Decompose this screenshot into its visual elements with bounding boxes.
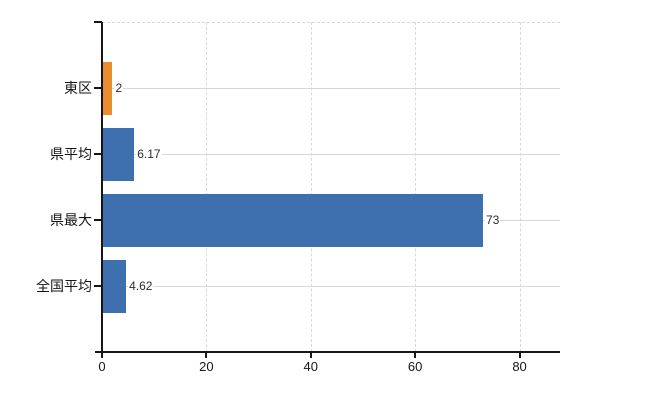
gridline-vertical [415, 22, 417, 352]
category-label: 県平均 [50, 146, 92, 162]
bar [102, 127, 135, 181]
x-tick-label: 0 [98, 359, 106, 374]
y-tick [94, 87, 102, 89]
x-tick-label: 20 [199, 359, 214, 374]
x-tick [205, 352, 208, 358]
x-tick-label: 40 [303, 359, 318, 374]
y-tick [94, 219, 102, 221]
category-label: 県最大 [50, 212, 92, 228]
x-axis [95, 351, 560, 353]
value-label: 4.62 [128, 278, 154, 294]
value-label: 6.17 [136, 146, 162, 162]
bar [102, 61, 113, 115]
bar [102, 193, 483, 247]
y-tick [94, 153, 102, 155]
gridline-vertical [310, 22, 312, 352]
y-tick [94, 21, 102, 23]
gridline-horizontal [102, 286, 560, 287]
x-tick [101, 352, 103, 358]
x-tick-label: 60 [407, 359, 423, 374]
y-tick [94, 285, 102, 287]
gridline-horizontal [102, 88, 560, 89]
value-label: 2 [114, 80, 124, 96]
gridline-horizontal [102, 154, 560, 155]
gridline-vertical [519, 22, 521, 352]
x-tick [414, 352, 417, 358]
category-label: 全国平均 [36, 278, 92, 294]
value-label: 73 [485, 212, 501, 228]
x-tick [309, 352, 312, 358]
y-axis [101, 22, 103, 352]
x-tick [518, 352, 521, 358]
category-label: 東区 [64, 80, 92, 96]
plot-top-border [102, 22, 560, 23]
bar [102, 259, 127, 313]
x-tick-label: 80 [512, 359, 527, 374]
gridline-vertical [206, 22, 208, 352]
